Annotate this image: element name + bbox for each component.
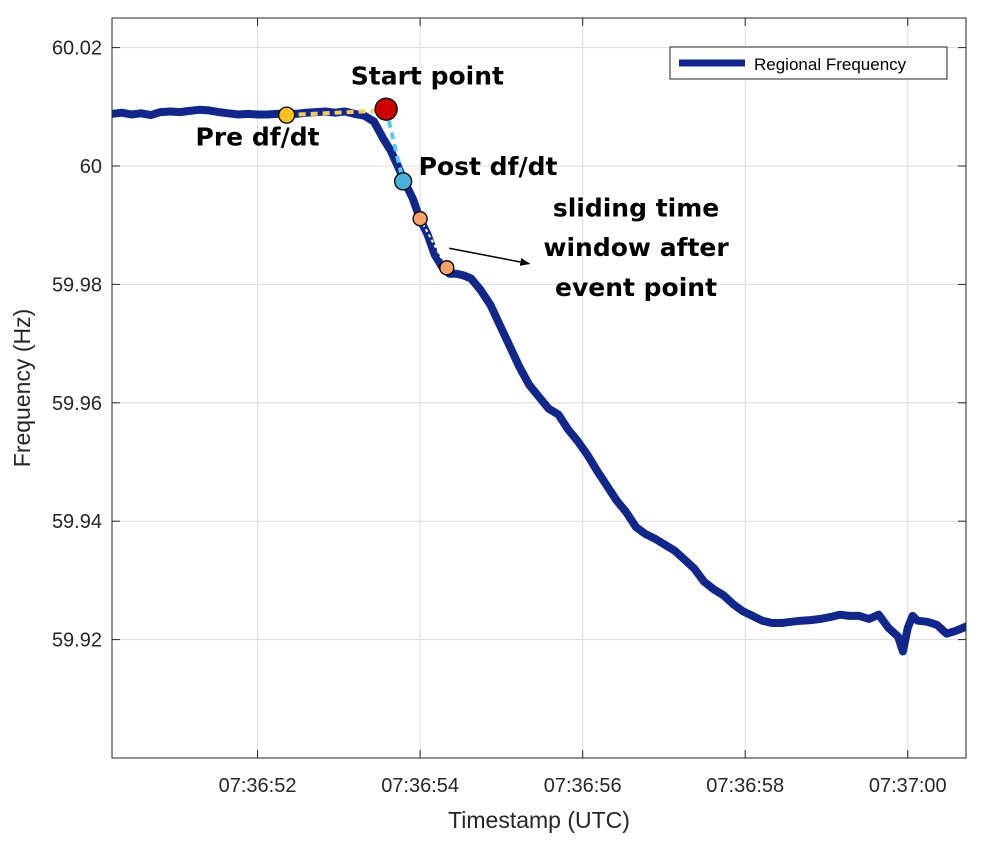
series-layer <box>112 105 966 656</box>
pre-dfdt-point <box>278 106 296 124</box>
x-tick-label: 07:36:58 <box>706 775 784 797</box>
window-start-point <box>412 211 428 227</box>
annotation-arrow <box>449 247 531 266</box>
label-pre-dfdt: Pre df/dt <box>196 122 320 151</box>
series-line-regional-frequency <box>112 105 966 656</box>
x-tick-label: 07:36:56 <box>544 775 622 797</box>
post-dfdt-point <box>393 172 413 191</box>
y-tick-label: 59.98 <box>52 274 102 296</box>
y-axis-label: Frequency (Hz) <box>9 309 35 467</box>
x-tick-label: 07:37:00 <box>869 775 947 797</box>
y-tick-label: 59.92 <box>52 630 102 652</box>
annotation-layer: Start point Pre df/dt Post df/dt sliding ti… <box>196 61 730 302</box>
x-tick-label: 07:36:52 <box>219 775 297 797</box>
y-tick-label: 59.94 <box>52 511 102 533</box>
legend-entry-regional-frequency: Regional Frequency <box>754 55 907 74</box>
marker-layer <box>278 97 455 276</box>
legend: Regional Frequency <box>669 46 948 80</box>
label-window-2: window after <box>543 233 729 262</box>
x-axis-label: Timestamp (UTC) <box>448 807 630 833</box>
plot-frame <box>111 17 967 759</box>
post-dfdt-dash <box>384 108 406 182</box>
y-tick-label: 60 <box>80 156 102 178</box>
label-post-dfdt: Post df/dt <box>419 152 558 181</box>
tick-marks: 07:36:52 07:36:54 07:36:56 07:36:58 07:37:00… <box>52 18 966 797</box>
x-tick-label: 07:36:54 <box>381 775 459 797</box>
pre-dfdt-dash <box>286 108 387 118</box>
label-start-point: Start point <box>351 61 504 90</box>
plot-background <box>112 18 966 758</box>
y-tick-label: 59.96 <box>52 393 102 415</box>
y-tick-label: 60.02 <box>52 38 102 60</box>
label-window-3: event point <box>555 273 717 302</box>
window-end-point <box>439 260 455 276</box>
start-point <box>374 97 398 121</box>
label-window-1: sliding time <box>553 193 719 222</box>
